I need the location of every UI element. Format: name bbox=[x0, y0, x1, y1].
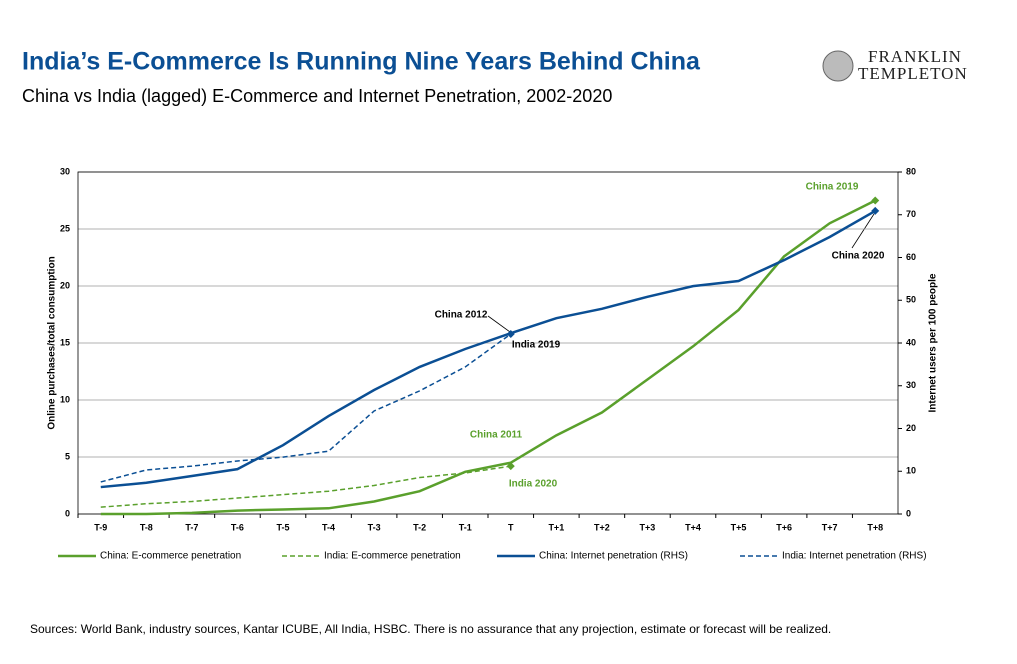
chart-title: India’s E-Commerce Is Running Nine Years… bbox=[22, 48, 701, 76]
y-tick-label: 15 bbox=[60, 337, 70, 347]
y2-tick-label: 60 bbox=[906, 252, 916, 262]
x-tick-label: T bbox=[508, 522, 514, 532]
x-tick-label: T+6 bbox=[776, 522, 792, 532]
x-tick-label: T-8 bbox=[140, 522, 153, 532]
logo-icon bbox=[822, 50, 854, 82]
annotation: China 2012 bbox=[435, 310, 488, 321]
y2-tick-label: 80 bbox=[906, 166, 916, 176]
end-marker bbox=[871, 206, 880, 215]
annotation: China 2020 bbox=[832, 251, 885, 262]
logo-text: TEMPLETON bbox=[858, 64, 968, 83]
y2-axis-label: Internet users per 100 people bbox=[928, 273, 939, 412]
x-tick-label: T+2 bbox=[594, 522, 610, 532]
annotation: China 2011 bbox=[470, 430, 523, 441]
y2-tick-label: 70 bbox=[906, 209, 916, 219]
x-tick-label: T+8 bbox=[867, 522, 883, 532]
x-tick-label: T-2 bbox=[413, 522, 426, 532]
end-marker bbox=[506, 462, 515, 471]
annotation: India 2019 bbox=[512, 340, 561, 351]
series-line bbox=[100, 209, 876, 489]
y2-tick-label: 30 bbox=[906, 380, 916, 390]
chart-subtitle: China vs India (lagged) E-Commerce and I… bbox=[22, 86, 612, 106]
y-tick-label: 5 bbox=[65, 451, 70, 461]
y2-tick-label: 40 bbox=[906, 337, 916, 347]
source-note: Sources: World Bank, industry sources, K… bbox=[30, 622, 831, 636]
y-tick-label: 10 bbox=[60, 394, 70, 404]
x-tick-label: T-5 bbox=[276, 522, 289, 532]
logo: FRANKLIN TEMPLETON bbox=[822, 47, 968, 83]
y2-tick-label: 20 bbox=[906, 423, 916, 433]
x-tick-label: T-6 bbox=[231, 522, 244, 532]
x-tick-label: T+1 bbox=[548, 522, 564, 532]
annotation-leader bbox=[487, 315, 511, 333]
y-tick-label: 30 bbox=[60, 166, 70, 176]
x-tick-label: T-9 bbox=[94, 522, 107, 532]
x-tick-label: T-3 bbox=[368, 522, 381, 532]
end-marker bbox=[506, 330, 515, 339]
x-tick-label: T-1 bbox=[459, 522, 472, 532]
y2-tick-label: 0 bbox=[906, 508, 911, 518]
y-tick-label: 20 bbox=[60, 280, 70, 290]
legend-label: India: Internet penetration (RHS) bbox=[782, 551, 927, 562]
annotation: China 2019 bbox=[806, 182, 859, 193]
y-axis-label: Online purchases/total consumption bbox=[47, 256, 58, 429]
y-tick-label: 25 bbox=[60, 223, 70, 233]
series-line bbox=[100, 465, 511, 508]
legend-label: India: E-commerce penetration bbox=[324, 551, 461, 562]
annotation: India 2020 bbox=[509, 479, 558, 490]
x-tick-label: T+4 bbox=[685, 522, 701, 532]
y-tick-label: 0 bbox=[65, 508, 70, 518]
x-tick-label: T+5 bbox=[731, 522, 747, 532]
end-marker bbox=[871, 196, 880, 205]
legend-label: China: Internet penetration (RHS) bbox=[539, 551, 688, 562]
legend-label: China: E-commerce penetration bbox=[100, 551, 241, 562]
logo-text: FRANKLIN bbox=[868, 47, 962, 66]
series-line bbox=[100, 199, 876, 516]
x-tick-label: T-4 bbox=[322, 522, 335, 532]
x-tick-label: T+3 bbox=[640, 522, 656, 532]
x-tick-label: T+7 bbox=[822, 522, 838, 532]
annotation-leader bbox=[851, 213, 875, 249]
x-tick-label: T-7 bbox=[185, 522, 198, 532]
y2-tick-label: 10 bbox=[906, 466, 916, 476]
y2-tick-label: 50 bbox=[906, 295, 916, 305]
